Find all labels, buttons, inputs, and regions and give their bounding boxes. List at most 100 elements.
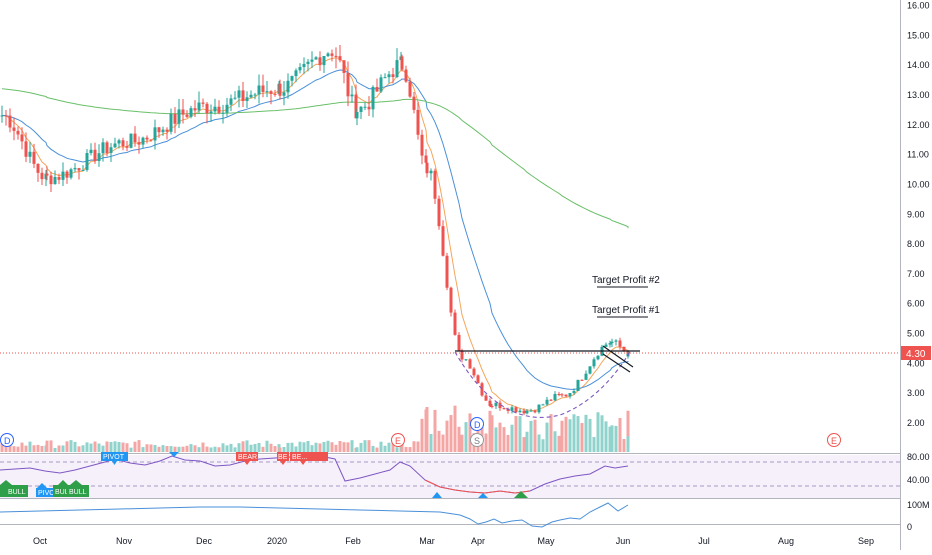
candle-body[interactable] [604,344,608,347]
candle-body[interactable] [476,375,480,384]
bear-signal[interactable]: BE... [290,452,328,465]
candle-body[interactable] [69,169,73,178]
ma-slow-line[interactable] [1,88,629,229]
bull-signal[interactable]: BULL [67,480,89,497]
candle-body[interactable] [298,67,302,71]
candle-body[interactable] [533,410,537,413]
candle-body[interactable] [129,133,133,148]
candle-body[interactable] [302,63,306,68]
candle-body[interactable] [375,86,379,92]
candle-body[interactable] [16,130,20,135]
target-profit-1-label[interactable]: Target Profit #1 [592,305,660,316]
candle-body[interactable] [610,341,614,344]
candle-body[interactable] [525,410,529,414]
candle-body[interactable] [121,140,125,147]
cup-curve[interactable] [454,351,631,418]
candle-body[interactable] [518,410,522,413]
candle-body[interactable] [117,140,121,144]
candle-body[interactable] [367,106,371,110]
candle-body[interactable] [488,400,492,407]
dividend-marker[interactable]: D [0,433,14,447]
candle-body[interactable] [494,402,498,407]
split-marker[interactable]: S [470,433,484,447]
candle-body[interactable] [113,143,117,148]
candle-body[interactable] [416,109,420,135]
candle-body[interactable] [185,114,189,117]
candle-body[interactable] [233,97,237,99]
candle-body[interactable] [592,359,596,367]
candle-body[interactable] [77,168,81,171]
candle-body[interactable] [395,60,399,78]
candle-body[interactable] [273,93,277,95]
candle-body[interactable] [484,395,488,401]
candle-body[interactable] [464,359,468,361]
candle-body[interactable] [549,399,553,401]
candle-body[interactable] [596,355,600,360]
candle-body[interactable] [404,69,408,82]
candle-body[interactable] [261,85,265,92]
candle-body[interactable] [506,408,510,411]
candle-body[interactable] [44,173,48,180]
candle-body[interactable] [249,94,253,98]
candle-body[interactable] [371,86,375,110]
candle-body[interactable] [257,85,261,95]
candle-body[interactable] [322,55,326,66]
candle-body[interactable] [560,394,564,396]
bull-signal[interactable]: BULL [53,480,73,497]
candle-body[interactable] [498,402,502,409]
candle-body[interactable] [237,90,241,98]
candle-body[interactable] [564,394,568,397]
candle-body[interactable] [229,98,233,105]
candle-body[interactable] [391,74,395,78]
candle-body[interactable] [359,106,363,112]
candle-body[interactable] [28,151,32,157]
candle-body[interactable] [221,112,225,114]
candle-body[interactable] [510,407,514,411]
target-profit-2-label[interactable]: Target Profit #2 [592,275,660,286]
candle-body[interactable] [40,172,44,180]
candle-body[interactable] [354,94,358,119]
candle-body[interactable] [269,91,273,94]
time-axis[interactable]: Oct Nov Dec 2020 Feb Mar Apr May Jun Jul Aug Sep [33,536,874,546]
candle-body[interactable] [433,170,437,199]
candle-body[interactable] [408,81,412,97]
candle-body[interactable] [0,115,4,117]
pivot-signal[interactable]: PIVO [36,483,55,497]
pivot-signal[interactable]: PIVOT [101,452,128,465]
candle-body[interactable] [424,155,428,163]
candle-body[interactable] [12,127,16,131]
candle-body[interactable] [294,70,298,77]
candle-body[interactable] [400,56,404,70]
ma-mid-line[interactable] [2,69,629,391]
candle-body[interactable] [282,92,286,96]
candle-body[interactable] [181,109,185,115]
candle-body[interactable] [36,163,40,173]
dividend-marker[interactable]: D [470,417,484,431]
candle-body[interactable] [20,134,24,142]
candle-body[interactable] [153,127,157,141]
candle-body[interactable] [165,129,169,132]
candle-body[interactable] [537,404,541,413]
candle-body[interactable] [420,134,424,156]
candle-body[interactable] [545,399,549,405]
candle-body[interactable] [24,141,28,157]
candle-body[interactable] [49,175,53,185]
flag-line-upper[interactable] [602,345,634,368]
candle-body[interactable] [93,149,97,161]
candle-body[interactable] [338,56,342,61]
earnings-marker[interactable]: E [391,433,405,447]
bull-signal[interactable]: BULL [0,480,28,497]
candle-body[interactable] [460,350,464,360]
candle-body[interactable] [326,53,330,56]
candle-body[interactable] [81,169,85,171]
candle-body[interactable] [145,137,149,140]
candle-body[interactable] [379,77,383,92]
candle-body[interactable] [73,168,77,170]
candle-body[interactable] [387,74,391,78]
flag-line-lower[interactable] [602,353,631,373]
candle-body[interactable] [157,127,161,133]
candle-body[interactable] [468,359,472,369]
candle-body[interactable] [502,408,506,410]
earnings-marker[interactable]: E [827,433,841,447]
candle-body[interactable] [529,410,533,412]
